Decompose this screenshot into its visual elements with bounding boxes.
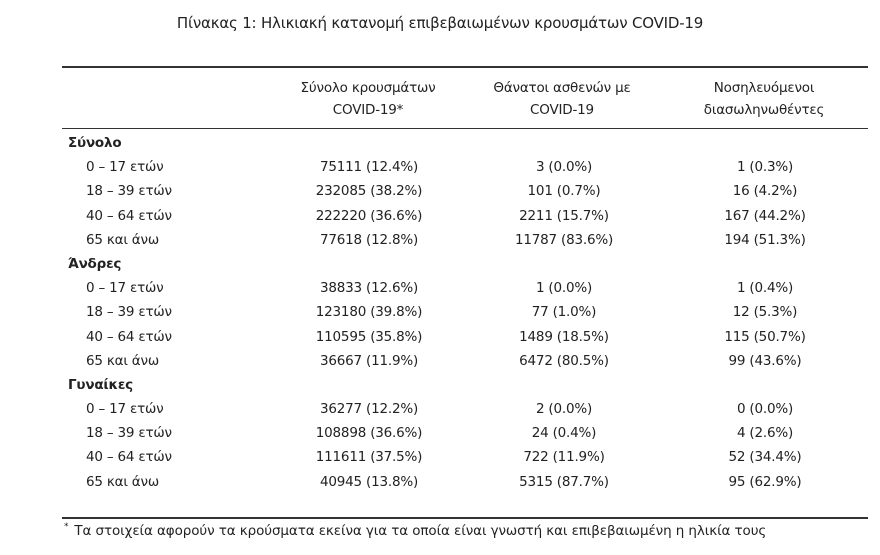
table-row: 0 – 17 ετών 38833 (12.6%) 1 (0.0%) 1 (0.… [0, 276, 880, 300]
cases-value: 77618 (12.8%) [319, 231, 419, 248]
cases-value: 222220 (36.6%) [315, 207, 423, 224]
cases-value: 123180 (39.8%) [315, 304, 423, 321]
cases-value: 108898 (36.6%) [315, 425, 423, 442]
header-separator-rule [62, 128, 868, 129]
header-deaths-line-2: COVID-19 [530, 102, 594, 118]
cases-value: 110595 (35.8%) [315, 328, 423, 345]
deaths-value: 101 (0.7%) [527, 183, 601, 200]
deaths-value: 6472 (80.5%) [519, 352, 609, 369]
cases-value: 36277 (12.2%) [319, 401, 419, 418]
page-title: Πίνακας 1: Ηλικιακή κατανομή επιβεβαιωμέ… [176, 14, 704, 32]
table-row: 18 – 39 ετών 232085 (38.2%) 101 (0.7%) 1… [0, 179, 880, 203]
header-intubated-line-1: Νοσηλευόμενοι [713, 80, 815, 96]
table-top-rule [62, 66, 868, 68]
intubated-value: 1 (0.4%) [736, 280, 794, 297]
age-label: 65 και άνω [86, 352, 159, 369]
group-label: Σύνολο [68, 135, 122, 151]
cases-value: 232085 (38.2%) [315, 183, 423, 200]
deaths-value: 1 (0.0%) [535, 280, 593, 297]
cases-value: 36667 (11.9%) [319, 352, 419, 369]
intubated-value: 0 (0.0%) [736, 401, 794, 418]
intubated-value: 1 (0.3%) [736, 159, 794, 176]
deaths-value: 5315 (87.7%) [519, 473, 609, 490]
age-label: 18 – 39 ετών [86, 183, 172, 200]
table-row: 40 – 64 ετών 222220 (36.6%) 2211 (15.7%)… [0, 204, 880, 228]
table-row: 65 και άνω 40945 (13.8%) 5315 (87.7%) 95… [0, 470, 880, 494]
table-row: 0 – 17 ετών 75111 (12.4%) 3 (0.0%) 1 (0.… [0, 155, 880, 179]
age-label: 18 – 39 ετών [86, 425, 172, 442]
table-row: 0 – 17 ετών 36277 (12.2%) 2 (0.0%) 0 (0.… [0, 397, 880, 421]
intubated-value: 167 (44.2%) [724, 207, 806, 224]
table-row: 40 – 64 ετών 110595 (35.8%) 1489 (18.5%)… [0, 325, 880, 349]
intubated-value: 16 (4.2%) [732, 183, 798, 200]
age-label: 0 – 17 ετών [86, 280, 164, 297]
intubated-value: 194 (51.3%) [724, 231, 806, 248]
table-bottom-rule [62, 517, 868, 519]
table-row: 18 – 39 ετών 123180 (39.8%) 77 (1.0%) 12… [0, 300, 880, 324]
cases-value: 38833 (12.6%) [319, 280, 419, 297]
age-label: 40 – 64 ετών [86, 207, 172, 224]
table-row: 65 και άνω 77618 (12.8%) 11787 (83.6%) 1… [0, 228, 880, 252]
cases-value: 75111 (12.4%) [319, 159, 419, 176]
deaths-value: 1489 (18.5%) [519, 328, 609, 345]
header-deaths: Θάνατοι ασθενών με COVID-19 [462, 77, 662, 121]
age-label: 0 – 17 ετών [86, 159, 164, 176]
deaths-value: 2 (0.0%) [535, 401, 593, 418]
group-label: Γυναίκες [68, 376, 133, 393]
age-label: 65 και άνω [86, 231, 159, 248]
deaths-value: 24 (0.4%) [531, 425, 597, 442]
group-row-men: Άνδρες [0, 252, 880, 276]
deaths-value: 722 (11.9%) [523, 449, 605, 466]
table-body: Σύνολο 0 – 17 ετών 75111 (12.4%) 3 (0.0%… [0, 131, 880, 494]
group-label: Άνδρες [68, 255, 122, 272]
header-total-cases-line-1: Σύνολο κρουσμάτων [300, 80, 436, 96]
table-row: 18 – 39 ετών 108898 (36.6%) 24 (0.4%) 4 … [0, 421, 880, 445]
age-label: 65 και άνω [86, 473, 159, 490]
deaths-value: 3 (0.0%) [535, 159, 593, 176]
group-row-women: Γυναίκες [0, 373, 880, 397]
group-row-total: Σύνολο [0, 131, 880, 155]
footnote: * Τα στοιχεία αφορούν τα κρούσματα εκείνα… [64, 522, 766, 539]
header-deaths-line-1: Θάνατοι ασθενών με [493, 80, 631, 96]
cases-value: 111611 (37.5%) [315, 449, 423, 466]
intubated-value: 52 (34.4%) [728, 449, 802, 466]
header-intubated: Νοσηλευόμενοι διασωληνωθέντες [664, 77, 864, 121]
intubated-value: 4 (2.6%) [736, 425, 794, 442]
age-label: 40 – 64 ετών [86, 328, 172, 345]
deaths-value: 77 (1.0%) [531, 304, 597, 321]
deaths-value: 2211 (15.7%) [519, 207, 609, 224]
age-label: 0 – 17 ετών [86, 401, 164, 418]
footnote-marker: * [64, 522, 69, 532]
cases-value: 40945 (13.8%) [319, 473, 419, 490]
footnote-text: Τα στοιχεία αφορούν τα κρούσματα εκείνα … [74, 523, 767, 539]
deaths-value: 11787 (83.6%) [514, 231, 614, 248]
table-row: 65 και άνω 36667 (11.9%) 6472 (80.5%) 99… [0, 349, 880, 373]
header-total-cases: Σύνολο κρουσμάτων COVID-19* [268, 77, 468, 121]
table-row: 40 – 64 ετών 111611 (37.5%) 722 (11.9%) … [0, 445, 880, 469]
header-total-cases-line-2: COVID-19* [332, 102, 404, 118]
age-label: 18 – 39 ετών [86, 304, 172, 321]
age-label: 40 – 64 ετών [86, 449, 172, 466]
intubated-value: 99 (43.6%) [728, 352, 802, 369]
header-intubated-line-2: διασωληνωθέντες [703, 102, 825, 118]
intubated-value: 115 (50.7%) [724, 328, 806, 345]
intubated-value: 12 (5.3%) [732, 304, 798, 321]
intubated-value: 95 (62.9%) [728, 473, 802, 490]
